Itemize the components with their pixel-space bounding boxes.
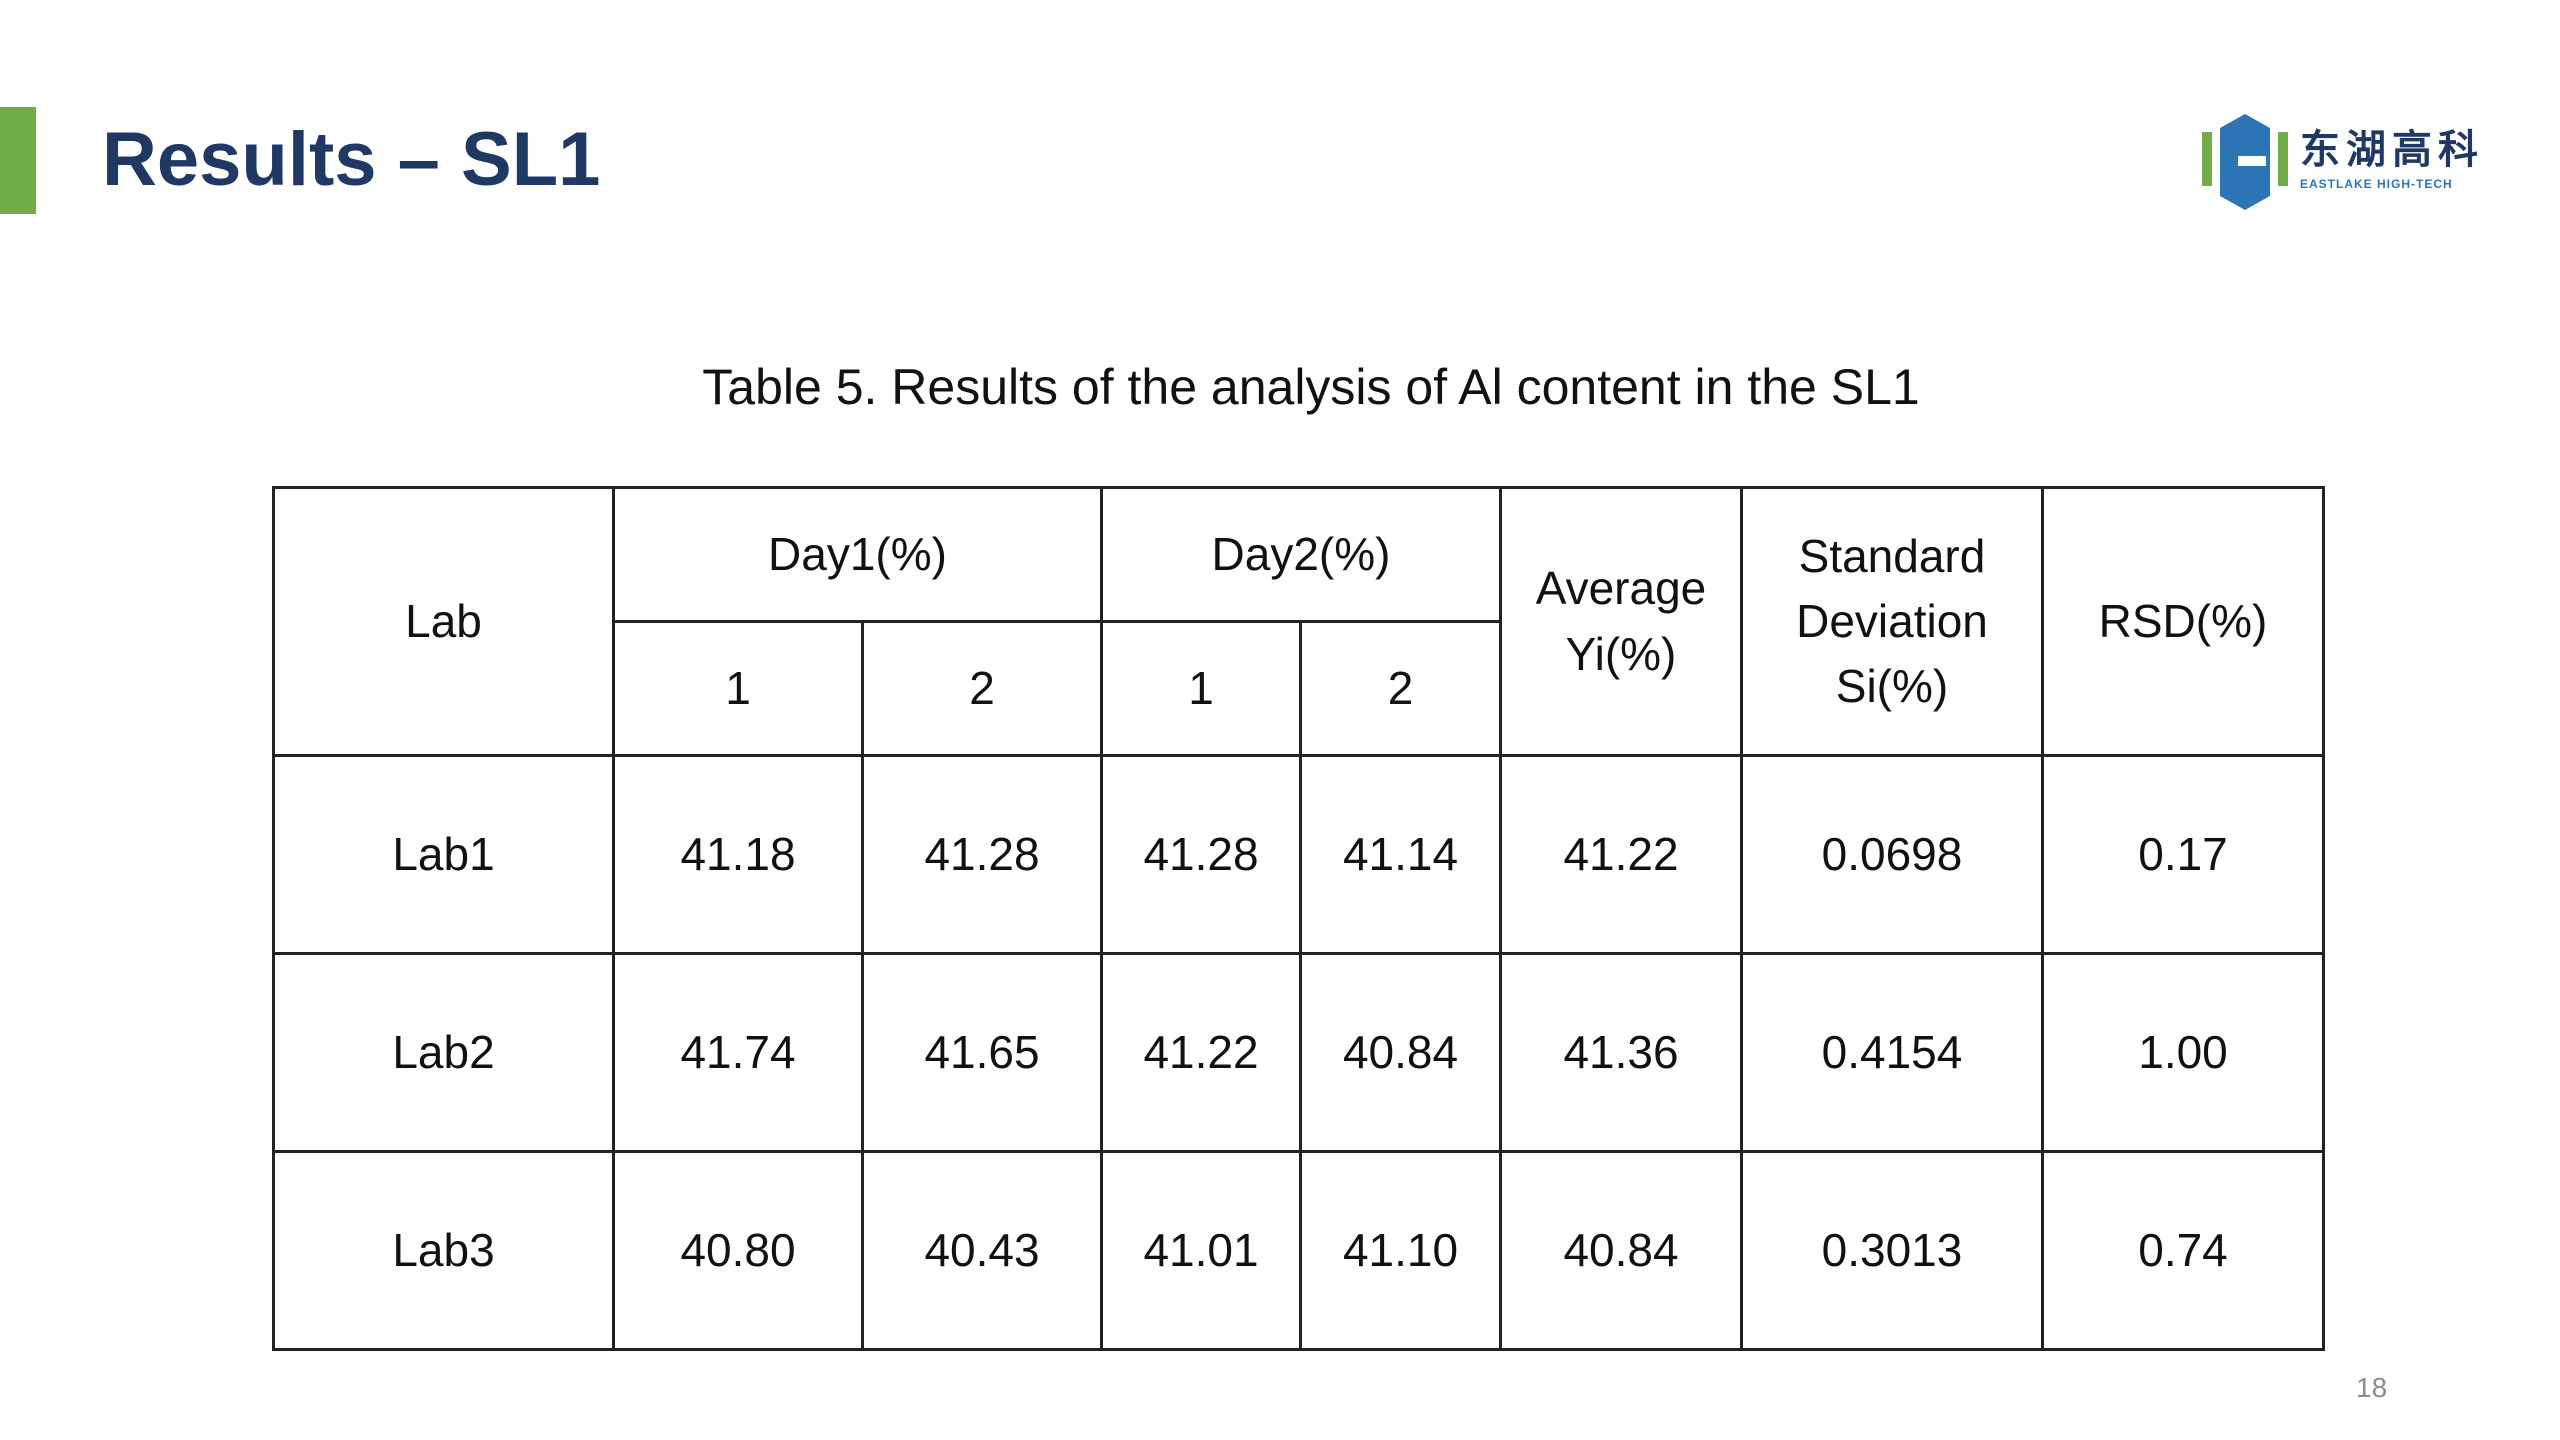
header-cell: 2 — [861, 620, 1103, 757]
table-cell: 41.14 — [1299, 754, 1502, 955]
table-cell: 41.74 — [612, 952, 864, 1153]
header-cell: 2 — [1299, 620, 1502, 757]
header-cell: Day1(%) — [612, 486, 1103, 623]
table-cell: Lab2 — [272, 952, 615, 1153]
header-cell: Standard Deviation Si(%) — [1740, 486, 2044, 757]
table-cell: 41.36 — [1499, 952, 1743, 1153]
slide-title: Results – SL1 — [102, 117, 601, 202]
table-cell: 41.28 — [861, 754, 1103, 955]
table-cell: 40.84 — [1499, 1150, 1743, 1351]
table-cell: 0.74 — [2041, 1150, 2325, 1351]
table-cell: 41.01 — [1100, 1150, 1302, 1351]
header-cell: 1 — [1100, 620, 1302, 757]
header-cell: Average Yi(%) — [1499, 486, 1743, 757]
table-cell: 0.3013 — [1740, 1150, 2044, 1351]
table-cell: 41.22 — [1499, 754, 1743, 955]
table-cell: 0.4154 — [1740, 952, 2044, 1153]
logo: 东湖高科 EASTLAKE HIGH-TECH — [2200, 112, 2500, 212]
table-cell: 0.17 — [2041, 754, 2325, 955]
table-cell: 0.0698 — [1740, 754, 2044, 955]
table-cell: Lab1 — [272, 754, 615, 955]
table-cell: 40.84 — [1299, 952, 1502, 1153]
logo-name: 东湖高科 — [2300, 127, 2484, 173]
table-cell: 1.00 — [2041, 952, 2325, 1153]
table-cell: 41.18 — [612, 754, 864, 955]
table-cell: 41.28 — [1100, 754, 1302, 955]
table-cell: 41.10 — [1299, 1150, 1502, 1351]
table-cell: 41.22 — [1100, 952, 1302, 1153]
table-cell: 40.43 — [861, 1150, 1103, 1351]
table-row: Lab2 41.74 41.65 41.22 40.84 41.36 0.4154 1.00 — [272, 952, 2325, 1153]
table-row: Lab3 40.80 40.43 41.01 41.10 40.84 0.3013 0.74 — [272, 1150, 2325, 1351]
table-cell: Lab3 — [272, 1150, 615, 1351]
header-cell: Lab — [272, 486, 615, 757]
page-number: 18 — [2356, 1372, 2388, 1403]
table-row: Lab1 41.18 41.28 41.28 41.14 41.22 0.0698 0.17 — [272, 754, 2325, 955]
table-cell: 41.65 — [861, 952, 1103, 1153]
table-cell: 40.80 — [612, 1150, 864, 1351]
table-caption: Table 5. Results of the analysis of Al c… — [702, 359, 1920, 415]
accent-bar — [0, 107, 36, 214]
header-cell: Day2(%) — [1100, 486, 1502, 623]
header-cell: RSD(%) — [2041, 486, 2325, 757]
header-cell: 1 — [612, 620, 864, 757]
logo-subname: EASTLAKE HIGH-TECH — [2300, 177, 2453, 191]
results-table: Lab Day1(%) Day2(%) Average Yi(%) Standa… — [272, 486, 2325, 1351]
logo-icon — [2202, 114, 2288, 210]
